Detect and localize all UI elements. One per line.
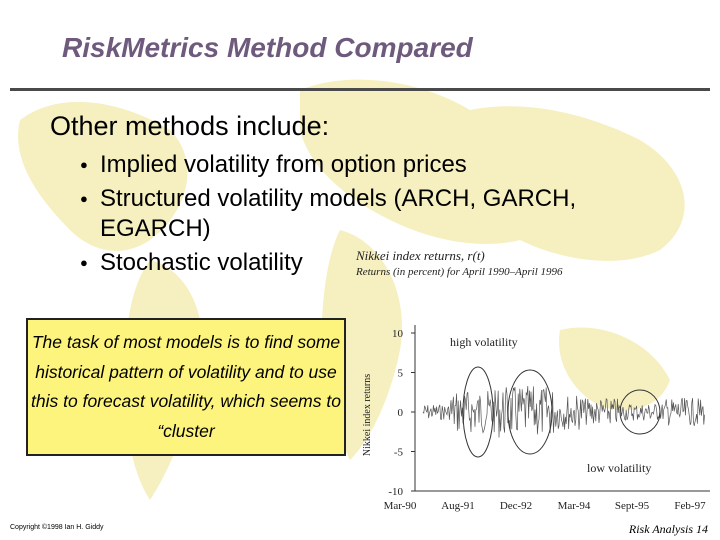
subheading: Other methods include: bbox=[50, 111, 330, 141]
x-tick-label: Sept-95 bbox=[615, 500, 650, 512]
bullet-text: Structured volatility models (ARCH, GARC… bbox=[100, 185, 577, 242]
bullet-text: Implied volatility from option prices bbox=[100, 151, 467, 178]
bullet-dot-icon: ● bbox=[80, 255, 88, 270]
chart-subtitle: Returns (in percent) for April 1990–Apri… bbox=[356, 266, 563, 278]
slide-title: RiskMetrics Method Compared bbox=[62, 32, 473, 63]
annotation-low-volatility: low volatility bbox=[587, 461, 651, 475]
x-tick-label: Dec-92 bbox=[500, 500, 532, 512]
bullet-item: ● Structured volatility models (ARCH, GA… bbox=[80, 184, 690, 244]
x-tick-label: Aug-91 bbox=[441, 500, 475, 512]
x-tick-label: Mar-94 bbox=[558, 500, 591, 512]
high-volatility-ellipse bbox=[507, 369, 553, 455]
x-tick-label: Mar-90 bbox=[384, 500, 417, 512]
title-divider bbox=[10, 88, 710, 91]
footer-slide-number: Risk Analysis 14 bbox=[628, 522, 708, 536]
y-tick-label: -5 bbox=[394, 447, 404, 459]
bullet-item: ● Implied volatility from option prices bbox=[80, 150, 690, 180]
annotation-high-volatility: high volatility bbox=[450, 335, 518, 349]
low-volatility-ellipse bbox=[619, 389, 661, 435]
high-volatility-ellipse bbox=[462, 366, 494, 458]
footer-copyright: Copyright ©1998 Ian H. Giddy bbox=[10, 524, 104, 531]
x-tick-label: Feb-97 bbox=[674, 500, 706, 512]
bullet-item: ● Stochastic volatility bbox=[80, 248, 690, 278]
callout-box: The task of most models is to find some … bbox=[26, 318, 346, 456]
y-tick-label: 0 bbox=[398, 407, 404, 419]
nikkei-returns-chart: Nikkei index returns 10 5 0 -5 -10 Mar-90 Aug… bbox=[362, 325, 710, 512]
chart-title: Nikkei index returns, r(t) bbox=[356, 248, 485, 263]
bullet-dot-icon: ● bbox=[80, 157, 88, 172]
y-tick-label: 5 bbox=[398, 368, 404, 380]
returns-series-line bbox=[422, 385, 705, 438]
y-tick-label: -10 bbox=[388, 486, 403, 498]
bullet-text: Stochastic volatility bbox=[100, 249, 303, 276]
y-tick-label: 10 bbox=[392, 328, 404, 340]
bullet-dot-icon: ● bbox=[80, 191, 88, 206]
y-axis-label: Nikkei index returns bbox=[362, 374, 373, 456]
bullet-list: ● Implied volatility from option prices … bbox=[80, 150, 690, 282]
